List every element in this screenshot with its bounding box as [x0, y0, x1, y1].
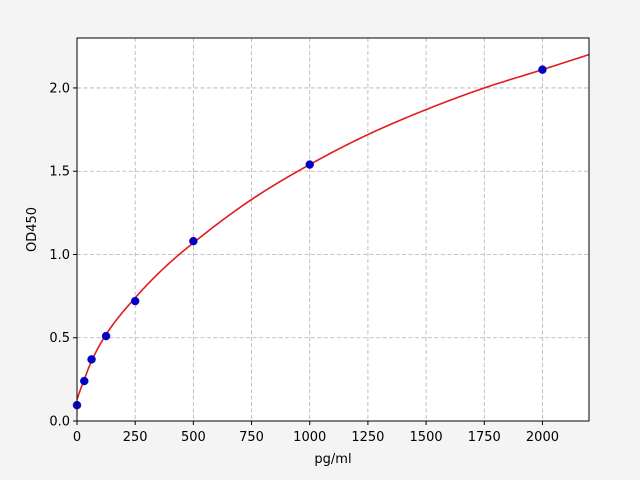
x-tick-label: 1750: [468, 430, 501, 445]
y-tick-label: 1.5: [49, 165, 70, 180]
y-tick-label: 0.5: [49, 331, 70, 346]
data-point: [87, 355, 96, 364]
data-point: [80, 376, 89, 386]
data-point: [101, 331, 111, 341]
data-point: [189, 236, 198, 246]
x-tick-label: 750: [239, 430, 264, 445]
x-tick-label: 2000: [526, 430, 559, 445]
y-axis: 0.0 0.5 1.0 1.5 2.0: [49, 81, 77, 430]
x-tick-label: 0: [73, 430, 81, 445]
x-tick-label: 500: [181, 430, 206, 445]
y-axis-label: OD450: [25, 207, 40, 252]
y-tick-label: 1.0: [49, 248, 70, 263]
plot-frame: [76, 37, 590, 422]
x-tick-label: 1500: [410, 430, 443, 445]
x-tick-label: 250: [123, 430, 148, 445]
data-point: [305, 160, 314, 169]
x-tick-label: 1000: [293, 430, 326, 445]
x-axis: 0 250 500 750 1000 1250 1500 1750 2000: [73, 421, 559, 445]
data-point: [130, 296, 140, 306]
data-point: [538, 65, 547, 74]
x-axis-label: pg/ml: [314, 452, 351, 467]
y-tick-label: 0.0: [49, 415, 70, 430]
plot-area: [77, 38, 589, 421]
x-tick-label: 1250: [351, 430, 384, 445]
y-tick-label: 2.0: [49, 81, 70, 96]
